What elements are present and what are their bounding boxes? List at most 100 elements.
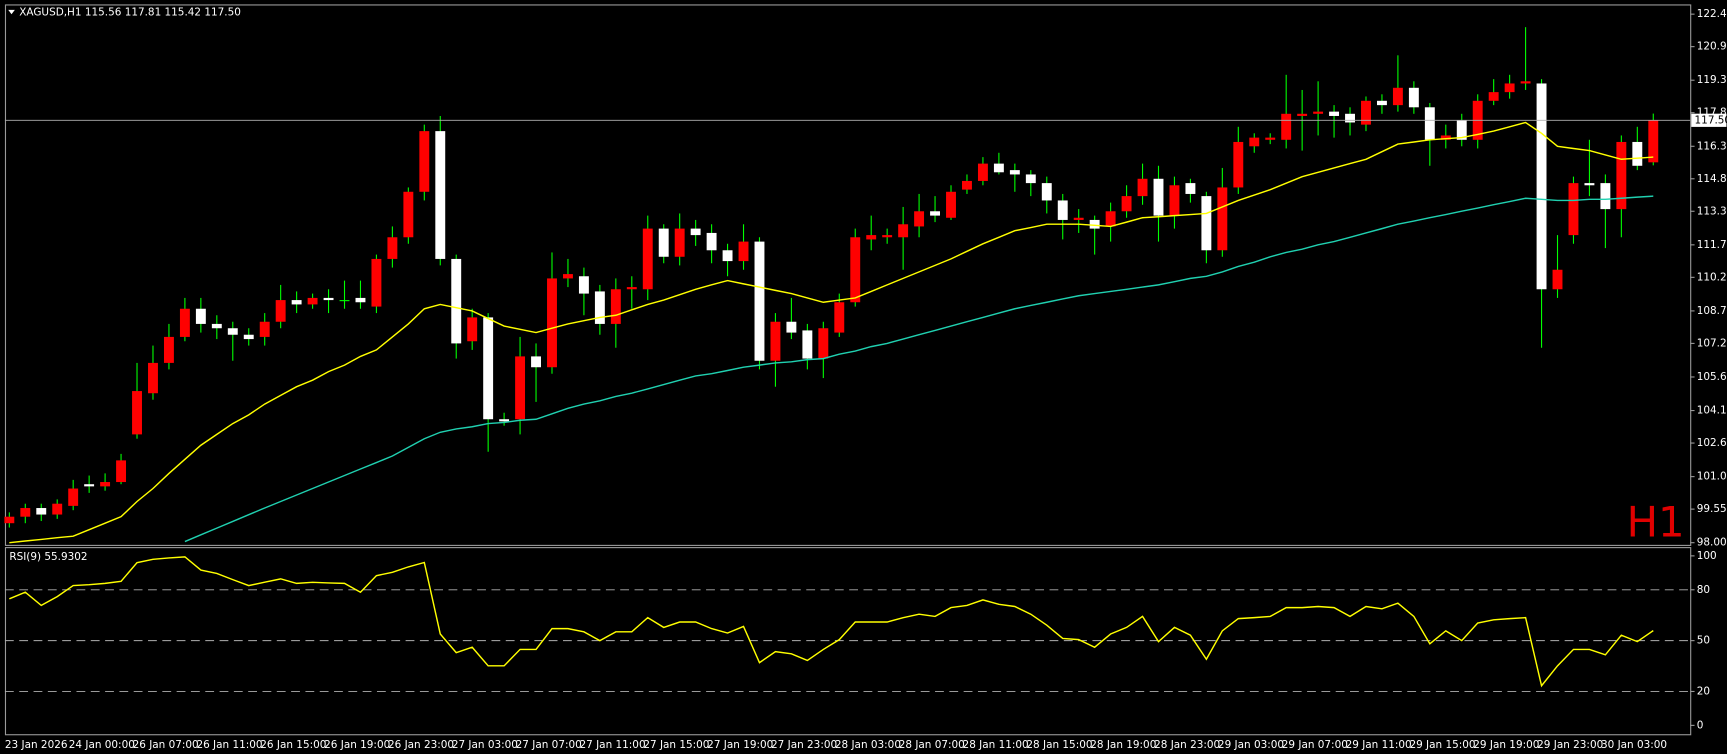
candle-body xyxy=(1233,141,1244,188)
candle-body xyxy=(148,362,158,394)
chart-title: XAGUSD,H1 115.56 117.81 115.42 117.50 xyxy=(19,7,241,19)
candle-body xyxy=(547,278,557,368)
y-tick-label: 20 xyxy=(1697,685,1710,697)
candle-body xyxy=(1616,141,1627,210)
candle-body xyxy=(834,302,845,333)
candle-body xyxy=(610,289,621,324)
candle-body xyxy=(52,503,63,515)
candle-body xyxy=(563,274,573,279)
candle-body xyxy=(1297,113,1308,116)
candle-body xyxy=(1408,87,1419,108)
candle-body xyxy=(243,334,254,340)
candle-body xyxy=(706,232,717,251)
candle-body xyxy=(1504,83,1515,93)
candle-body xyxy=(658,228,669,257)
x-tick-label: 28 Jan 03:00 xyxy=(835,739,901,751)
candle-body xyxy=(578,276,589,294)
candle-body xyxy=(371,258,382,307)
candle-body xyxy=(419,131,430,192)
candle-body xyxy=(1185,183,1196,194)
candle-body xyxy=(259,321,270,337)
candle-body xyxy=(1169,185,1180,216)
candle-body xyxy=(36,508,47,515)
candle-body xyxy=(483,317,494,420)
y-tick-label: 101.05 xyxy=(1697,471,1727,483)
candle-body xyxy=(866,235,877,240)
rsi-line xyxy=(9,556,1654,688)
candle-body xyxy=(227,328,238,335)
candle-body xyxy=(403,191,414,238)
y-tick-label: 110.25 xyxy=(1697,271,1727,283)
candle-body xyxy=(355,297,366,303)
candle-body xyxy=(451,258,462,344)
candle-body xyxy=(195,308,206,324)
moving-average xyxy=(184,195,1654,543)
candle-body xyxy=(275,300,286,322)
candle-body xyxy=(211,323,222,329)
x-tick-label: 27 Jan 23:00 xyxy=(771,739,837,751)
candle-body xyxy=(1153,178,1164,216)
candle-body xyxy=(1392,87,1403,106)
candle-body xyxy=(179,308,190,337)
candle-body xyxy=(339,300,350,302)
candle-body xyxy=(1488,92,1499,101)
candle-body xyxy=(132,391,142,435)
candle-body xyxy=(594,291,605,324)
moving-average xyxy=(9,121,1654,544)
candle-body xyxy=(323,297,334,301)
candle-body xyxy=(1201,196,1212,251)
y-tick-label: 80 xyxy=(1697,584,1710,596)
candle-body xyxy=(68,488,79,506)
y-tick-label: 114.80 xyxy=(1697,173,1727,185)
x-tick-label: 27 Jan 03:00 xyxy=(452,739,518,751)
y-tick-label: 108.70 xyxy=(1697,305,1727,317)
y-tick-label: 116.30 xyxy=(1697,140,1727,152)
candle-body xyxy=(84,484,95,487)
candle-body xyxy=(1281,113,1292,140)
y-tick-label: 107.20 xyxy=(1697,337,1727,349)
candle-body xyxy=(738,241,749,262)
price-panel-frame xyxy=(4,4,1692,546)
candle-body xyxy=(962,180,972,190)
x-tick-label: 28 Jan 11:00 xyxy=(963,739,1029,751)
y-tick-label: 104.10 xyxy=(1697,405,1727,417)
candle-body xyxy=(1568,183,1579,236)
candle-body xyxy=(515,356,526,420)
candle-body xyxy=(4,516,15,524)
x-tick-label: 26 Jan 19:00 xyxy=(324,739,390,751)
candle-body xyxy=(163,336,174,363)
candle-body xyxy=(818,328,829,359)
candle-body xyxy=(930,211,941,216)
candle-body xyxy=(1456,120,1467,140)
candle-body xyxy=(100,482,111,487)
x-tick-label: 29 Jan 03:00 xyxy=(1218,739,1284,751)
candle-body xyxy=(307,297,318,305)
candle-body xyxy=(1376,100,1387,106)
x-tick-label: 24 Jan 00:00 xyxy=(69,739,135,751)
candle-body xyxy=(531,356,541,368)
x-tick-label: 29 Jan 11:00 xyxy=(1346,739,1412,751)
candle-body xyxy=(690,228,701,236)
candle-body xyxy=(977,163,988,181)
current-price-label: 117.50 xyxy=(1695,114,1727,126)
candle-body xyxy=(1361,100,1371,125)
x-tick-label: 27 Jan 15:00 xyxy=(643,739,709,751)
candle-body xyxy=(291,300,302,305)
x-tick-label: 27 Jan 11:00 xyxy=(580,739,646,751)
y-tick-label: 102.60 xyxy=(1697,437,1727,449)
y-tick-label: 122.40 xyxy=(1697,8,1727,20)
x-tick-label: 23 Jan 2026 xyxy=(5,739,68,751)
y-tick-label: 98.00 xyxy=(1697,537,1727,549)
candle-body xyxy=(1440,135,1451,140)
candle-body xyxy=(1552,269,1563,290)
x-tick-label: 28 Jan 19:00 xyxy=(1090,739,1156,751)
current-price-box xyxy=(1691,113,1727,127)
y-tick-label: 100 xyxy=(1697,550,1717,562)
x-tick-label: 27 Jan 19:00 xyxy=(707,739,773,751)
x-tick-label: 28 Jan 23:00 xyxy=(1154,739,1220,751)
candle-body xyxy=(1265,137,1276,140)
x-tick-label: 26 Jan 23:00 xyxy=(388,739,454,751)
candle-body xyxy=(20,508,31,517)
